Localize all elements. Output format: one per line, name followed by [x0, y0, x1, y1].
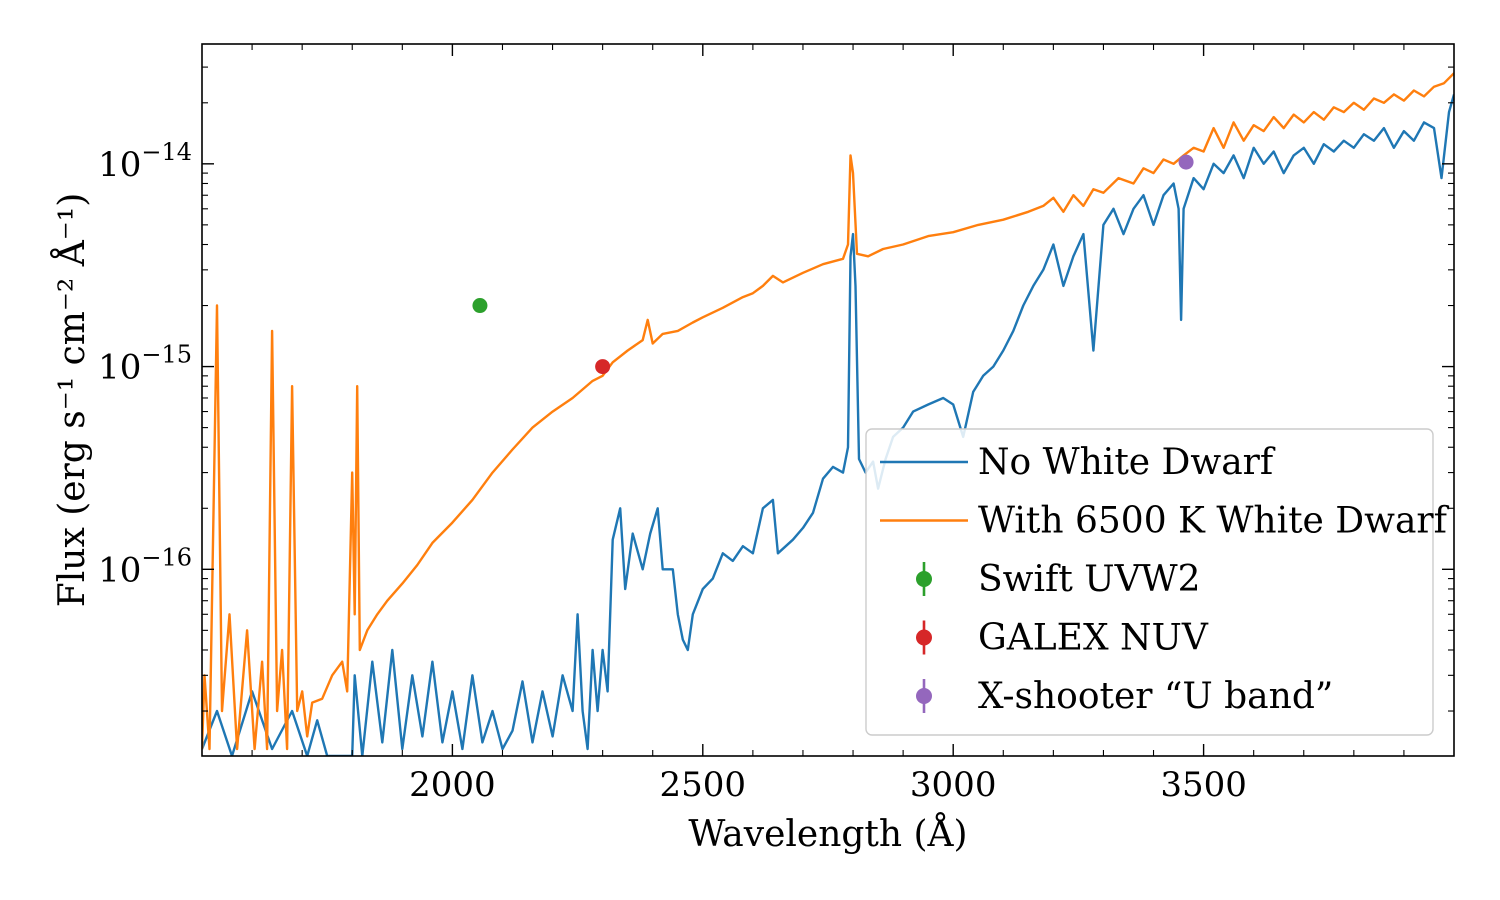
legend-swatch-marker	[916, 688, 932, 704]
series-line-1	[202, 72, 1454, 751]
axes-layer: 2000 2500 3000 3500 10−16 10−15 10−14	[98, 43, 1455, 805]
legend-swatch-marker	[916, 571, 932, 587]
series-layer	[202, 72, 1454, 756]
legend-label: Swift UVW2	[978, 559, 1200, 600]
y-tick-label: 10−15	[98, 341, 192, 388]
legend-label: GALEX NUV	[978, 618, 1209, 659]
x-tick-label: 3000	[910, 765, 997, 805]
data-point-1-0	[595, 359, 611, 375]
x-tick-label: 2500	[660, 765, 747, 805]
series-line-0	[202, 94, 1454, 756]
legend-label: X-shooter “U band”	[978, 676, 1333, 717]
plot-frame	[201, 43, 1455, 757]
x-axis-label: Wavelength (Å)	[688, 813, 967, 855]
y-axis-label: Flux (erg s⁻¹ cm⁻² Å⁻¹)	[51, 193, 93, 607]
marker-layer	[472, 154, 1194, 375]
data-point-0-0	[472, 298, 488, 314]
y-tick-label: 10−14	[98, 138, 192, 185]
data-point-2-0	[1178, 154, 1194, 170]
legend-label: No White Dwarf	[978, 442, 1276, 483]
legend: No White Dwarf With 6500 K White Dwarf Swi…	[865, 428, 1450, 736]
y-tick-label: 10−16	[98, 543, 192, 590]
x-tick-label: 2000	[409, 765, 496, 805]
legend-swatch-marker	[916, 629, 932, 646]
x-tick-label: 3500	[1160, 765, 1247, 805]
legend-label: With 6500 K White Dwarf	[978, 501, 1450, 542]
legend-box	[865, 428, 1434, 736]
